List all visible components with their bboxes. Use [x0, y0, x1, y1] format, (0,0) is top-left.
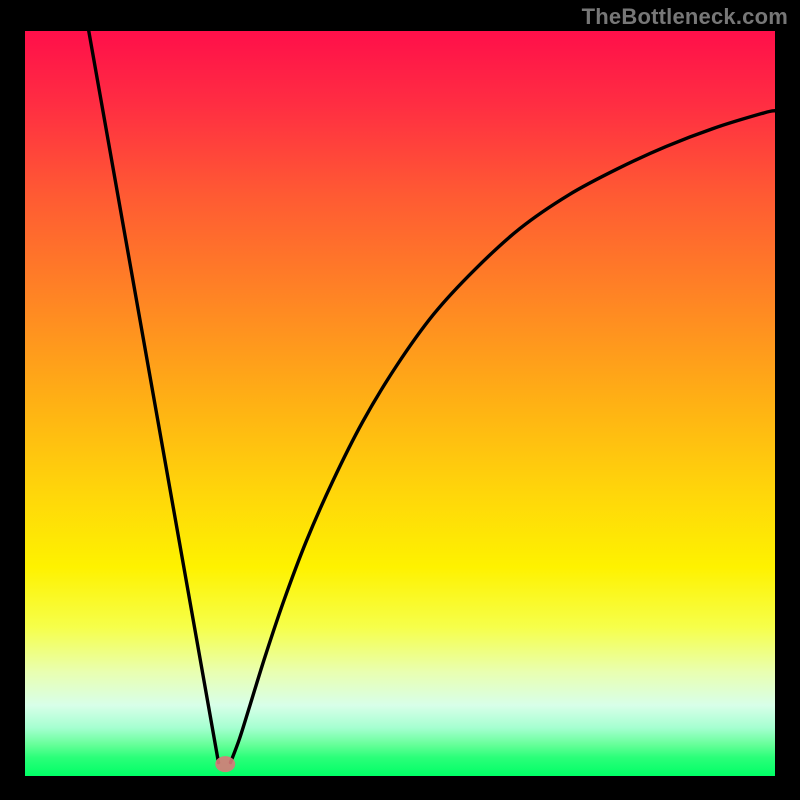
watermark: TheBottleneck.com [582, 4, 788, 30]
stage: TheBottleneck.com [0, 0, 800, 800]
plot-background [25, 31, 775, 776]
plot-area [25, 31, 775, 776]
minimum-marker [215, 756, 235, 772]
plot-svg [25, 31, 775, 776]
watermark-text: TheBottleneck.com [582, 4, 788, 29]
